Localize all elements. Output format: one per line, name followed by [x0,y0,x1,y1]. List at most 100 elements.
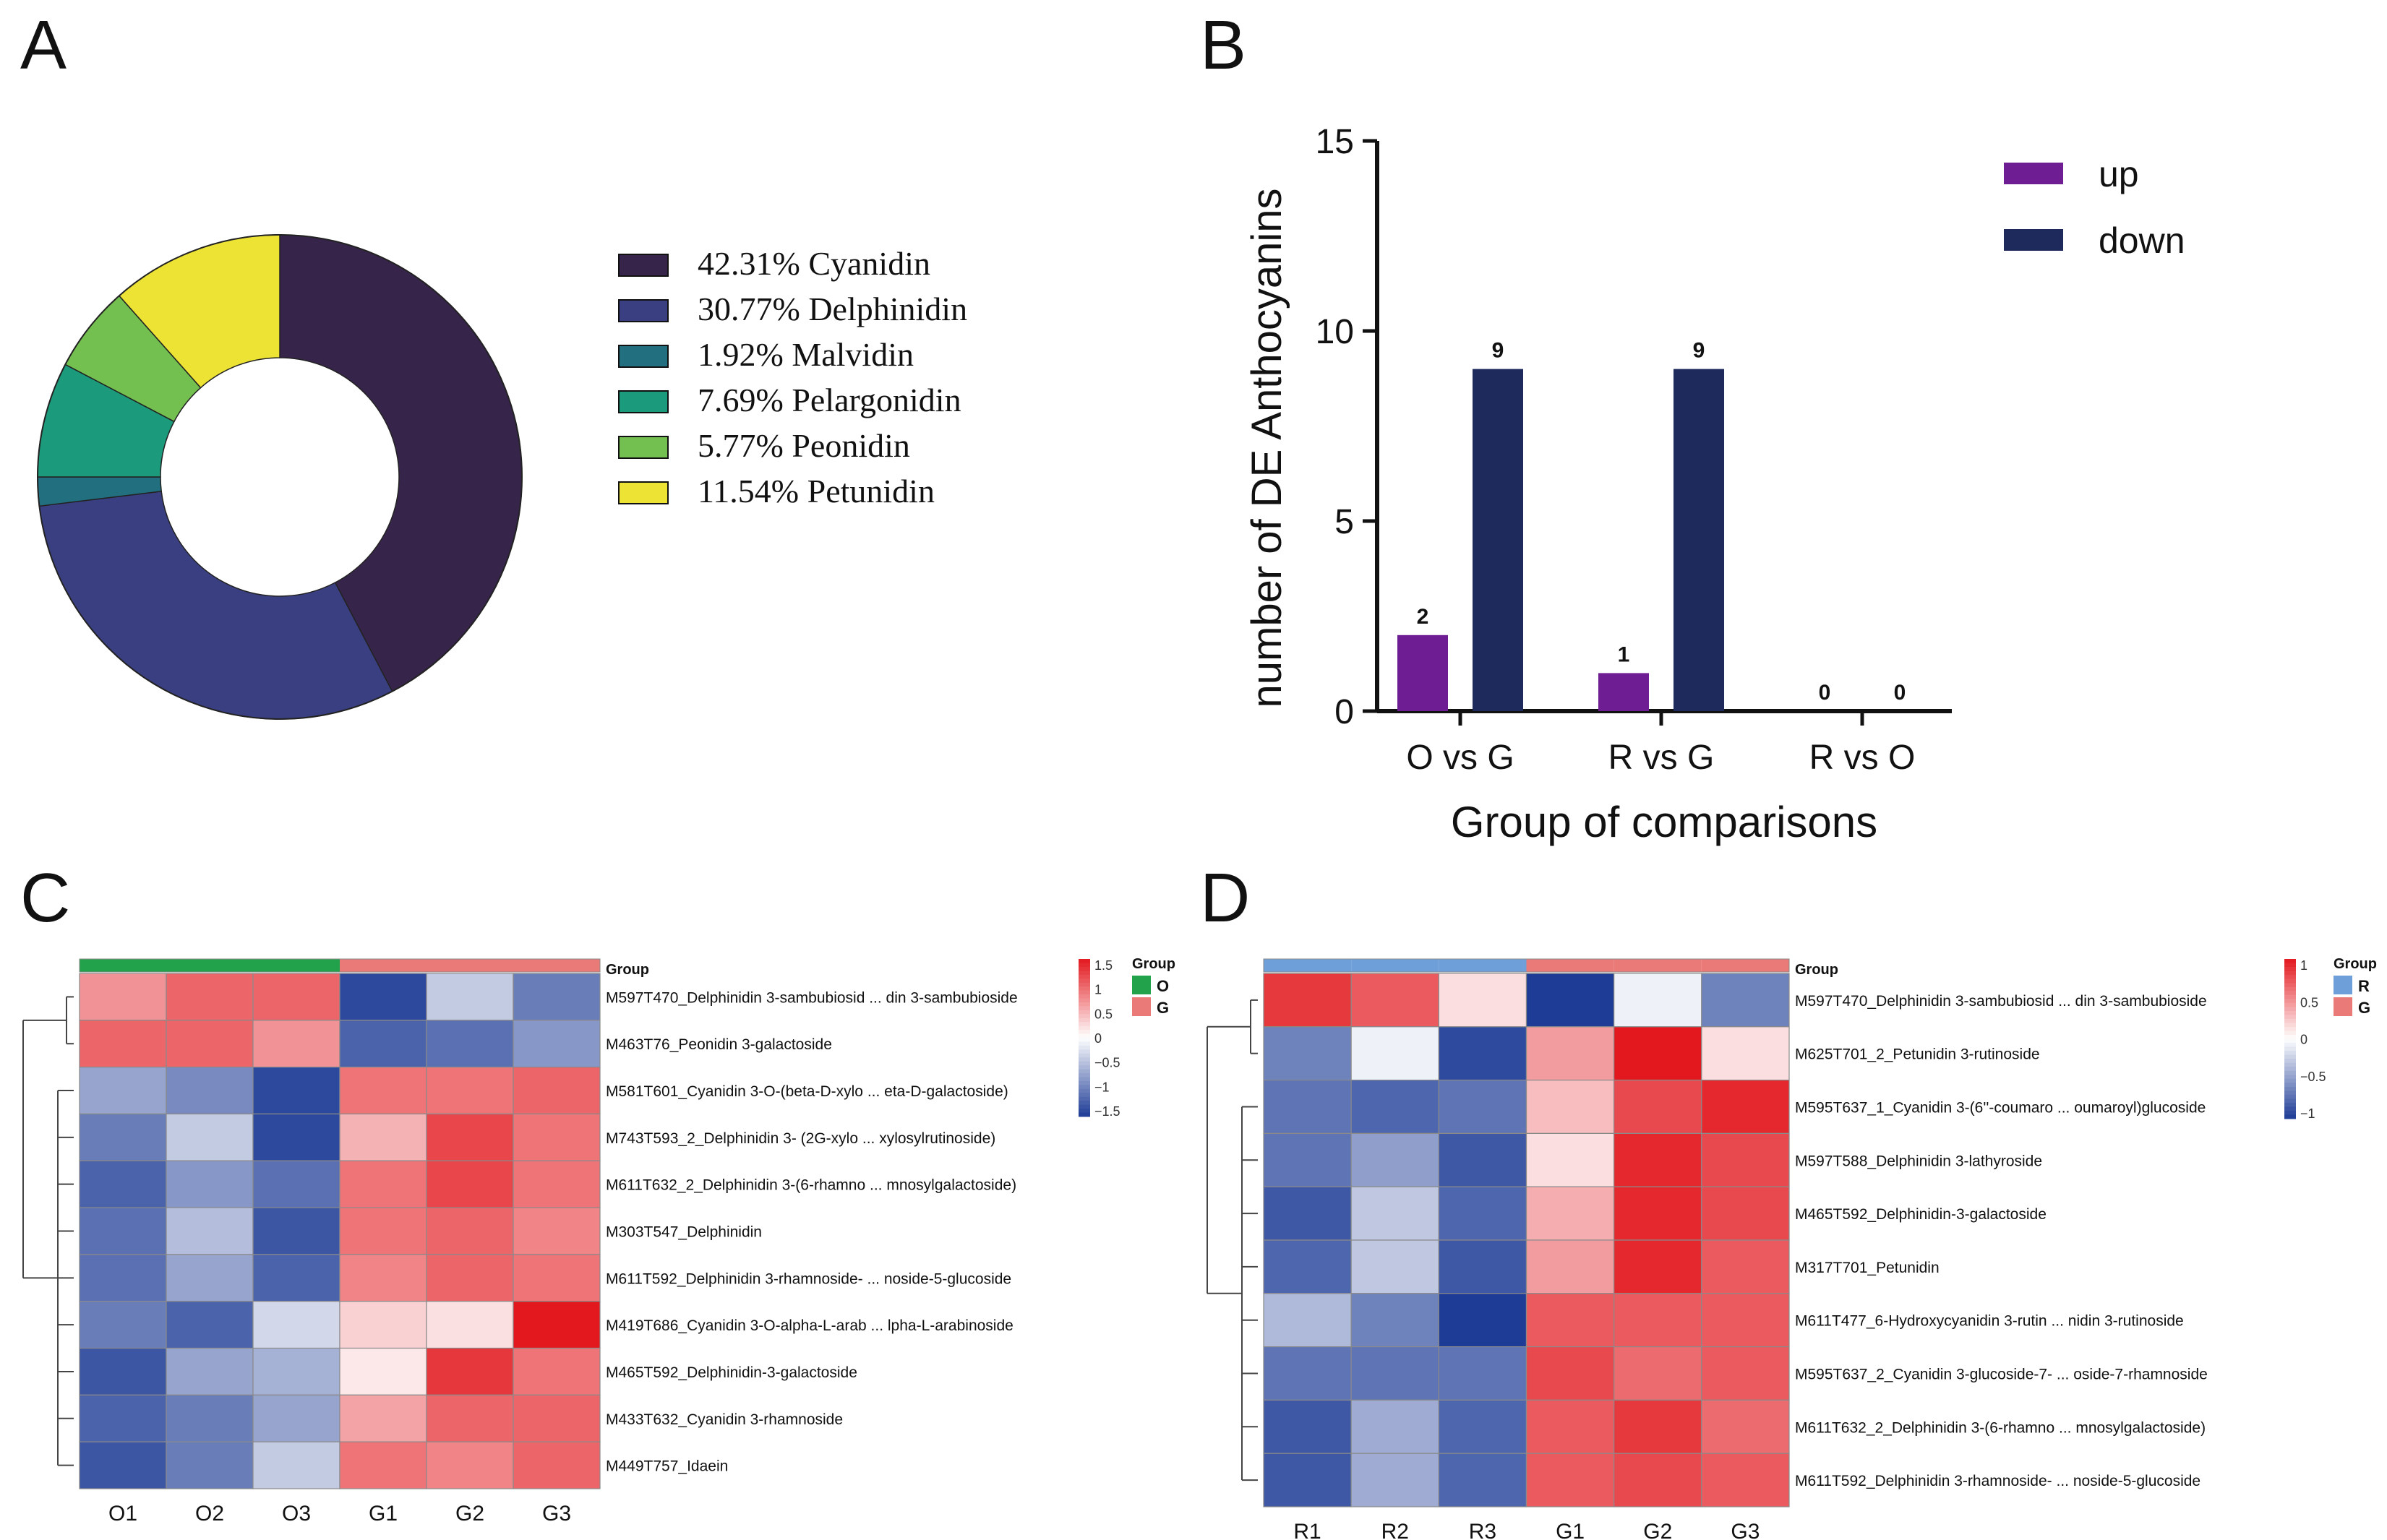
legend-swatch-down [2004,229,2063,251]
legend-swatch-pelargonidin [618,390,669,413]
bar-up [1598,673,1649,711]
row-label: M419T686_Cyanidin 3-O-alpha-L-arab ... l… [606,1317,1013,1334]
heatmap-cell [1701,1453,1790,1507]
row-label: M449T757_Idaein [606,1458,728,1475]
legend-label-up: up [2099,154,2139,194]
colorbar-step [2284,1098,2296,1104]
bar-chart: number of DE Anthocyanins Group of compa… [1243,123,2185,846]
heatmap-cell [166,1441,254,1489]
row-label: M581T601_Cyanidin 3-O-(beta-D-xylo ... e… [606,1083,1008,1100]
colorbar-tick-label: 1 [2300,958,2307,973]
bar-chart-xlabel: Group of comparisons [1451,798,1877,846]
column-label: G3 [1731,1520,1760,1540]
heatmap-cell [1701,973,1790,1028]
colorbar-step [1079,978,1090,984]
heatmap-cell [252,1160,340,1208]
heatmap-cell [1263,1026,1352,1081]
panel-label-c: C [20,859,70,937]
heatmap-cell [339,1301,427,1349]
row-label: M597T470_Delphinidin 3-sambubiosid ... d… [1795,993,2207,1010]
group-legend-swatch [1132,997,1151,1016]
colorbar-step [1079,1112,1090,1117]
heatmap-cell [1701,1026,1790,1081]
colorbar-step [1079,1022,1090,1027]
heatmap-cell [1438,1026,1527,1081]
colorbar-step [1079,986,1090,991]
group-legend-swatch [2334,997,2352,1016]
colorbar-step [1079,982,1090,987]
colorbar-step [2284,1046,2296,1051]
colorbar: 1.5 1 0.5 0 −0.5 −1 −1.5 [1079,958,1120,1119]
colorbar-step [2284,1075,2296,1080]
colorbar-step [2284,1026,2296,1031]
colorbar-step [2284,1114,2296,1119]
heatmap-cell [426,1301,514,1349]
heatmap-cell [1701,1399,1790,1454]
colorbar-tick-label: 0 [2300,1033,2307,1047]
heatmap-cell [1614,1132,1702,1187]
group-legend-swatch [1132,976,1151,994]
heatmap-cell [1525,973,1615,1028]
heatmap-cell [252,1394,340,1442]
row-label: M597T470_Delphinidin 3-sambubiosid ... d… [606,989,1018,1006]
row-label: M597T588_Delphinidin 3-lathyroside [1795,1153,2042,1169]
heatmap-cell [1438,1239,1527,1294]
heatmap-cell [79,1207,167,1255]
heatmap-cell [1614,1293,1702,1348]
heatmap-cell [426,1347,514,1395]
colorbar-step [1079,1104,1090,1109]
heatmap-cell [1263,1453,1352,1507]
colorbar-step [2284,1067,2296,1072]
x-tick-label: R vs G [1608,739,1715,777]
colorbar-step [1079,1025,1090,1031]
heatmap-cell [513,1020,601,1068]
row-label: M463T76_Peonidin 3-galactoside [606,1036,832,1053]
panel-label-b: B [1200,7,1246,84]
colorbar-step [2284,994,2296,999]
group-annotation-cell [1526,959,1614,972]
heatmap-cell [513,1254,601,1302]
colorbar-step [1079,1109,1090,1114]
heatmap-cell [252,1347,340,1395]
colorbar-step [1079,1088,1090,1093]
row-label: M595T637_2_Cyanidin 3-glucoside-7- ... o… [1795,1367,2208,1383]
group-legend-label: G [1157,999,1169,1017]
heatmap-cell [339,1347,427,1395]
group-annotation-cell [1439,959,1527,972]
heatmap-cell [1263,1186,1352,1241]
colorbar-step [2284,1015,2296,1020]
colorbar-step [2284,1070,2296,1075]
heatmap-cell [79,973,167,1021]
row-dendrogram [22,996,74,1466]
heatmap-cell [1438,1186,1527,1241]
panel-label-d: D [1200,859,1250,937]
heatmap-cell [1614,1079,1702,1134]
heatmap-cell [1263,1079,1352,1134]
colorbar-step [2284,1059,2296,1064]
heatmap-cell [1525,1186,1615,1241]
column-label: G1 [369,1502,398,1526]
colorbar-step [2284,1002,2296,1007]
heatmap-cell [1438,1399,1527,1454]
colorbar-step [2284,1034,2296,1039]
colorbar-step [1079,1030,1090,1035]
bar-chart-ylabel: number of DE Anthocyanins [1243,189,1290,708]
colorbar-step [1079,1101,1090,1106]
group-annotation-cell [1264,959,1352,972]
colorbar-step [1079,1045,1090,1050]
y-tick-label: 15 [1316,123,1354,161]
heatmap-cell [426,1067,514,1115]
heatmap-cell [1438,1132,1527,1187]
colorbar-step [1079,1018,1090,1023]
heatmap-cell [1263,1132,1352,1187]
bar-value-label: 2 [1417,605,1429,629]
heatmap-cell [1525,1399,1615,1454]
colorbar-step [2284,1110,2296,1115]
row-label: M611T592_Delphinidin 3-rhamnoside- ... n… [606,1270,1011,1287]
colorbar-step [2284,963,2296,968]
colorbar-tick-label: 0 [1094,1031,1102,1046]
heatmap-cell [339,1067,427,1115]
colorbar-step [2284,1083,2296,1088]
colorbar-step [1079,1069,1090,1074]
bar-value-label: 0 [1819,681,1831,705]
